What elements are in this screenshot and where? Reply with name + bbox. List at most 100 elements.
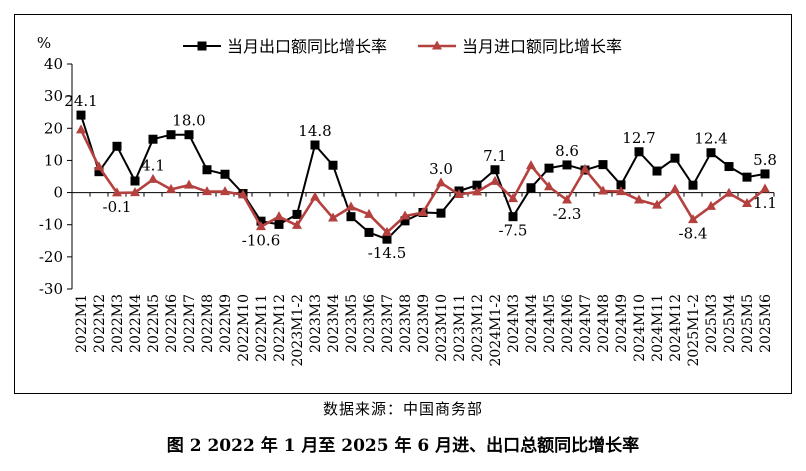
export-point: [508, 212, 518, 222]
import-point: [580, 163, 590, 173]
import-point: [634, 194, 644, 204]
import-point: [76, 124, 86, 134]
export-point: [130, 176, 140, 186]
y-tick-label: -10: [39, 216, 63, 234]
import-point: [616, 186, 626, 196]
chart-frame: [14, 14, 792, 394]
data-label: -0.1: [103, 198, 132, 216]
data-label: 24.1: [64, 92, 97, 110]
data-label: 14.8: [298, 122, 331, 140]
export-point: [526, 183, 536, 193]
export-point: [706, 148, 716, 158]
y-tick-label: 10: [44, 151, 63, 169]
x-tick-label: 2022M9: [218, 294, 234, 353]
data-label: 5.8: [753, 151, 777, 169]
x-tick-label: 2024M4: [524, 294, 540, 353]
x-tick-label: 2024M9: [614, 294, 630, 353]
export-point: [472, 180, 482, 190]
export-point: [76, 110, 86, 120]
x-tick-label: 2022M6: [164, 294, 180, 353]
x-tick-label: 2023M4: [326, 294, 342, 353]
import-point: [670, 183, 680, 193]
export-point: [94, 167, 104, 177]
x-tick-label: 2023M11: [452, 294, 468, 362]
x-tick-label: 2024M10: [632, 294, 648, 362]
x-tick-label: 2022M7: [182, 294, 198, 353]
import-point: [562, 194, 572, 204]
export-point: [598, 160, 608, 170]
x-tick-label: 2022M1: [74, 294, 90, 353]
import-point: [94, 161, 104, 171]
import-point: [130, 187, 140, 197]
x-tick-label: 2023M3: [308, 294, 324, 353]
y-tick-label: -20: [39, 248, 63, 266]
export-point: [400, 216, 410, 226]
export-point: [202, 165, 212, 175]
export-point: [328, 160, 338, 170]
data-label: -2.3: [553, 205, 582, 223]
import-point: [706, 200, 716, 210]
export-point: [490, 165, 500, 175]
x-tick-label: 2024M6: [560, 294, 576, 353]
export-point: [346, 212, 356, 222]
export-point: [382, 234, 392, 244]
export-point: [544, 163, 554, 173]
data-label: 1.1: [753, 194, 777, 212]
source-note: 数据来源：中国商务部: [322, 400, 483, 418]
data-label: 18.0: [172, 112, 205, 130]
import-point: [652, 199, 662, 209]
import-point: [166, 183, 176, 193]
import-point: [490, 175, 500, 185]
x-tick-label: 2024M5: [542, 294, 558, 353]
export-point: [112, 141, 122, 151]
legend-label: 当月进口额同比增长率: [462, 37, 622, 56]
import-point: [112, 187, 122, 197]
x-tick-label: 2023M5: [344, 294, 360, 353]
y-tick-label: 20: [44, 119, 63, 137]
figure-caption: 图 2 2022 年 1 月至 2025 年 6 月进、出口总额同比增长率: [166, 436, 640, 456]
data-label: 3.0: [429, 160, 453, 178]
import-point: [760, 183, 770, 193]
x-tick-label: 2023M1-2: [290, 294, 306, 367]
legend-marker: [197, 41, 207, 51]
export-point: [760, 169, 770, 179]
export-point: [670, 153, 680, 163]
import-point: [472, 186, 482, 196]
import-point: [202, 186, 212, 196]
export-point: [436, 208, 446, 218]
data-label: -14.5: [368, 244, 406, 262]
import-point: [454, 189, 464, 198]
import-point: [742, 198, 752, 207]
legend-label: 当月出口额同比增长率: [227, 37, 387, 56]
x-tick-label: 2025M6: [758, 294, 774, 353]
y-tick-label: -30: [39, 280, 63, 298]
export-point: [634, 147, 644, 157]
x-tick-label: 2022M8: [200, 294, 216, 353]
import-point: [364, 208, 374, 218]
export-point: [562, 160, 572, 170]
x-tick-label: 2025M1-2: [686, 294, 702, 367]
import-point: [256, 221, 266, 231]
data-label: 12.7: [622, 129, 655, 147]
import-point: [382, 226, 392, 236]
x-tick-label: 2022M12: [272, 294, 288, 362]
import-point: [400, 210, 410, 220]
x-tick-label: 2022M11: [254, 294, 270, 362]
x-tick-label: 2022M3: [110, 294, 126, 353]
series-line-import: [79, 129, 766, 234]
export-point: [220, 169, 230, 179]
data-label: -10.6: [242, 232, 280, 250]
import-point: [526, 160, 536, 170]
y-tick-label: 30: [44, 87, 63, 105]
x-tick-label: 2024M3: [506, 294, 522, 353]
import-point: [328, 212, 338, 222]
data-label: -8.4: [679, 225, 708, 243]
import-point: [436, 177, 446, 187]
x-tick-label: 2023M10: [434, 294, 450, 362]
x-tick-label: 2022M2: [92, 294, 108, 353]
export-point: [292, 209, 302, 219]
export-point: [652, 166, 662, 176]
export-point: [274, 219, 284, 229]
